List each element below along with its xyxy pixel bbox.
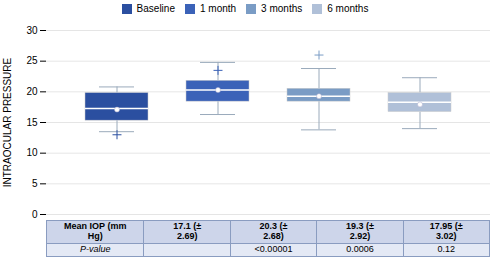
html-text:Baseline: Baseline (136, 3, 175, 14)
html-text:17.1 (± 2.69): 17.1 (± 2.69) (173, 221, 202, 241)
html-text:3 months: 3 months (261, 3, 303, 14)
html-text:20.3 (± 2.68): 20.3 (± 2.68) (259, 221, 288, 241)
svg-text:25: 25 (26, 55, 38, 66)
svg-text:30: 30 (26, 25, 38, 36)
html-text:0.0006: 0.0006 (346, 243, 374, 254)
svg-text:10: 10 (26, 147, 38, 158)
svg-text:INTRAOCULAR PRESSURE: INTRAOCULAR PRESSURE (2, 57, 13, 187)
svg-text:0: 0 (32, 209, 38, 220)
html-text:19.3 (± 2.92): 19.3 (± 2.92) (345, 221, 374, 241)
html-text:Mean IOP (mm Hg): Mean IOP (mm Hg) (64, 221, 127, 241)
html-text:17.95 (± 3.02): 17.95 (± 3.02) (429, 221, 463, 241)
svg-text:5: 5 (32, 178, 38, 189)
svg-text:20: 20 (26, 86, 38, 97)
html-text:0.12: 0.12 (437, 243, 455, 254)
html-text:<0.00001: <0.00001 (254, 243, 293, 254)
html-text:1 month: 1 month (200, 3, 237, 14)
svg-text:15: 15 (26, 117, 38, 128)
html-text:6 months: 6 months (327, 3, 369, 14)
html-text:P-value: P-value (80, 243, 111, 254)
